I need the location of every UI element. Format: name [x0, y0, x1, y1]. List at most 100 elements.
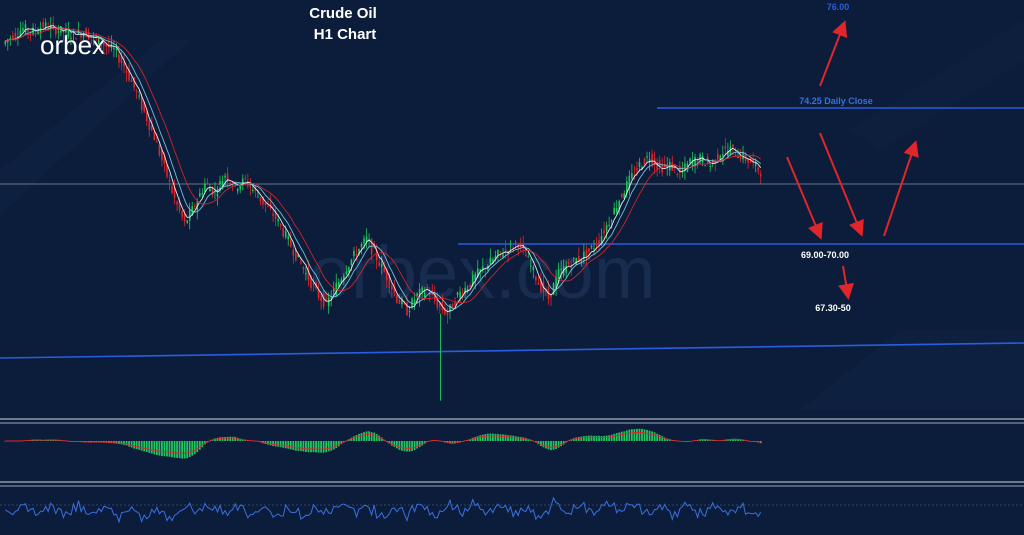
macd-bar: [297, 441, 300, 451]
oscillator-line: [5, 496, 762, 524]
candle-down: [103, 43, 105, 46]
candle-up: [727, 150, 729, 157]
macd-bar: [545, 441, 547, 449]
macd-bar: [4, 441, 7, 442]
macd-bar: [481, 434, 484, 441]
arrow-rebound-up: [883, 140, 919, 237]
candle-up: [699, 154, 701, 162]
macd-bar: [636, 428, 638, 441]
target-label-76: 76.00: [827, 2, 850, 12]
macd-bar: [302, 441, 305, 452]
candle-up: [729, 146, 732, 155]
candle-up: [115, 48, 118, 50]
macd-bar: [701, 438, 704, 441]
candle-down: [375, 250, 378, 261]
macd-bar: [613, 433, 616, 441]
candle-down: [317, 290, 320, 298]
macd-bar: [524, 437, 527, 441]
candle-up: [497, 250, 499, 256]
candle-down: [752, 158, 754, 163]
macd-bar: [272, 441, 274, 447]
candle-down: [178, 200, 181, 211]
candle-down: [302, 266, 305, 270]
candle-down: [226, 173, 229, 182]
candle-down: [262, 196, 264, 205]
macd-bar: [135, 441, 138, 450]
candle-down: [454, 301, 456, 306]
candle-down: [153, 131, 156, 141]
candle-down: [229, 182, 231, 184]
macd-bar: [355, 435, 358, 441]
candle-down: [75, 38, 77, 40]
candle-down: [446, 311, 449, 315]
macd-bar: [537, 441, 540, 445]
macd-bar: [547, 441, 550, 450]
candle-up: [332, 287, 335, 292]
candle-down: [166, 164, 168, 177]
moving-average-line: [5, 24, 762, 312]
macd-bar: [289, 441, 292, 450]
macd-bar: [166, 441, 168, 457]
macd-bar: [375, 434, 378, 441]
macd-bar: [138, 441, 141, 450]
candle-down: [393, 286, 396, 293]
candle-up: [368, 240, 370, 242]
candle-down: [524, 254, 527, 257]
macd-bar: [183, 441, 186, 459]
candle-down: [244, 177, 247, 179]
candle-up: [600, 236, 603, 244]
macd-bar: [277, 441, 280, 447]
candle-up: [628, 175, 631, 189]
candle-down: [537, 282, 540, 285]
candle-up: [216, 193, 219, 197]
chart-subtitle: H1 Chart: [314, 26, 377, 43]
candle-up: [348, 267, 350, 273]
candle-down: [90, 35, 92, 38]
macd-bar: [221, 437, 224, 441]
macd-bar: [633, 429, 636, 441]
candle-up: [527, 256, 530, 258]
macd-bar: [413, 441, 416, 450]
candle-down: [145, 112, 148, 122]
candle-up: [239, 185, 242, 190]
macd-bar: [471, 437, 474, 441]
candle-up: [466, 288, 469, 292]
candle-down: [759, 174, 762, 177]
macd-bar: [517, 436, 520, 441]
candle-down: [391, 286, 393, 290]
candle-down: [47, 28, 50, 30]
macd-bar: [231, 436, 234, 441]
candle-up: [17, 36, 19, 38]
candle-down: [403, 302, 406, 304]
candle-down: [436, 299, 439, 309]
candle-down: [426, 286, 429, 289]
macd-bar: [577, 436, 580, 441]
candle-up: [580, 259, 583, 261]
candle-down: [585, 249, 588, 258]
macd-bar: [350, 437, 353, 441]
macd-bar: [512, 435, 515, 441]
candle-down: [231, 185, 234, 187]
macd-bar: [560, 441, 563, 447]
candle-down: [158, 144, 161, 156]
macd-bar: [153, 441, 156, 455]
candle-up: [502, 254, 504, 258]
macd-bar: [310, 441, 312, 453]
macd-bar: [474, 437, 477, 441]
candle-down: [181, 210, 183, 218]
candle-up: [345, 271, 348, 274]
macd-bar: [489, 433, 492, 441]
candle-up: [565, 265, 567, 273]
candle-down: [151, 125, 153, 131]
macd-bar: [494, 433, 497, 441]
candle-down: [747, 158, 749, 163]
candle-up: [509, 243, 512, 245]
candle-up: [459, 291, 461, 298]
candle-up: [722, 154, 724, 156]
candle-down: [279, 224, 282, 226]
candle-down: [27, 28, 29, 32]
macd-bar: [163, 441, 166, 457]
candle-down: [133, 77, 135, 88]
candle-up: [363, 238, 365, 244]
